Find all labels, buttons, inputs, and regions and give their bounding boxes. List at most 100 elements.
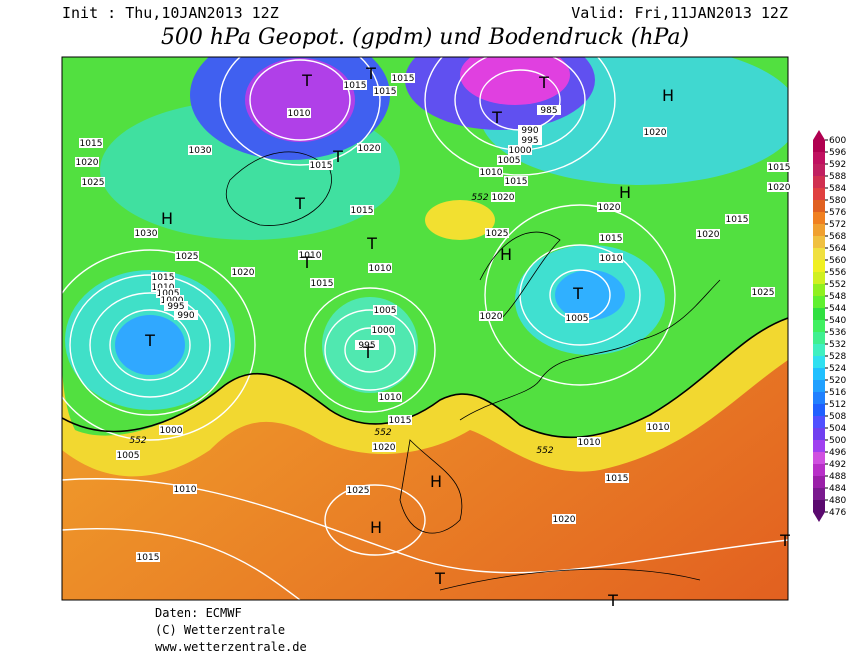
- label-background: [479, 167, 503, 177]
- colorbar-segment: [813, 452, 825, 464]
- label-background: [160, 295, 184, 305]
- colorbar-label: 536: [829, 328, 846, 338]
- label-background: [599, 253, 623, 263]
- isobar-label: 1030: [189, 146, 212, 156]
- isobar-label: 1010: [480, 168, 503, 178]
- label-background: [357, 143, 381, 153]
- label-background: [309, 160, 333, 170]
- label-background: [552, 514, 576, 524]
- label-background: [646, 422, 670, 432]
- colorbar-label: 492: [829, 460, 846, 470]
- isohypse-label: 552: [374, 428, 391, 438]
- isobar-label: 1015: [392, 74, 415, 84]
- isobar-label: 1000: [372, 326, 395, 336]
- label-background: [287, 108, 311, 118]
- colorbar-cap: [813, 130, 825, 140]
- isobar-label: 1015: [80, 139, 103, 149]
- isobar-label: 1020: [492, 193, 515, 203]
- colorbar-label: 592: [829, 160, 846, 170]
- label-background: [378, 392, 402, 402]
- label-background: [75, 157, 99, 167]
- colorbar-label: 568: [829, 232, 846, 242]
- isobar-label: 1020: [232, 268, 255, 278]
- colorbar-label: 508: [829, 412, 846, 422]
- isobar-label: 1020: [697, 230, 720, 240]
- label-background: [605, 473, 629, 483]
- label-background: [372, 442, 396, 452]
- colorbar-segment: [813, 200, 825, 212]
- isobar-label: 1015: [606, 474, 629, 484]
- isobar-label: 995: [167, 302, 184, 312]
- isobar-label: 1010: [288, 109, 311, 119]
- colorbar-segment: [813, 464, 825, 476]
- colorbar-segment: [813, 344, 825, 356]
- label-background: [134, 228, 158, 238]
- colorbar-label: 600: [829, 136, 846, 146]
- pressure-system: T: [779, 531, 790, 550]
- isobar-label: 995: [358, 341, 375, 351]
- colorbar-label: 488: [829, 472, 846, 482]
- colorbar-label: 544: [829, 304, 846, 314]
- label-background: [79, 138, 103, 148]
- label-background: [231, 267, 255, 277]
- label-background: [537, 105, 561, 115]
- label-background: [350, 205, 374, 215]
- isobar-label: 1005: [498, 156, 521, 166]
- label-background: [388, 415, 412, 425]
- colorbar-segment: [813, 428, 825, 440]
- colorbar-label: 540: [829, 316, 846, 326]
- pressure-system: T: [301, 253, 312, 272]
- isobar-label: 1010: [299, 251, 322, 261]
- label-background: [508, 145, 532, 155]
- colorbar-segment: [813, 332, 825, 344]
- colorbar-segment: [813, 404, 825, 416]
- label-background: [346, 485, 370, 495]
- isohypse-label: 552: [536, 446, 553, 456]
- pressure-system: T: [332, 147, 343, 166]
- blue-area: [115, 315, 185, 375]
- map-field: [62, 57, 788, 600]
- isobar-label: 1010: [174, 485, 197, 495]
- label-background: [597, 202, 621, 212]
- label-background: [175, 251, 199, 261]
- colorbar-label: 588: [829, 172, 846, 182]
- colorbar-segment: [813, 380, 825, 392]
- label-background: [174, 310, 198, 320]
- colorbar-segment: [813, 320, 825, 332]
- colorbar-label: 580: [829, 196, 846, 206]
- colorbar-segment: [813, 152, 825, 164]
- isobar-label: 1015: [351, 206, 374, 216]
- pressure-system: T: [607, 591, 618, 610]
- colorbar-label: 512: [829, 400, 846, 410]
- pressure-system: T: [294, 194, 305, 213]
- colorbar-segment: [813, 260, 825, 272]
- label-background: [565, 313, 589, 323]
- pressure-system: T: [365, 64, 376, 83]
- pressure-system: T: [538, 73, 549, 92]
- isobar-label: 1025: [486, 229, 509, 239]
- isobar-label: 1015: [152, 273, 175, 283]
- label-background: [751, 287, 775, 297]
- isobar-label: 1020: [480, 312, 503, 322]
- purple-area: [460, 57, 570, 105]
- isobar-label: 1025: [347, 486, 370, 496]
- colorbar-segment: [813, 212, 825, 224]
- colorbar-label: 516: [829, 388, 846, 398]
- colorbar: 476 480 484 488 492 496 500 504 508 512 516 520 524 5…: [813, 130, 846, 522]
- isobar-label: 1015: [344, 81, 367, 91]
- colorbar-label: 504: [829, 424, 846, 434]
- colorbar-label: 560: [829, 256, 846, 266]
- isobar-label: 1000: [160, 426, 183, 436]
- isobar-label: 1010: [647, 423, 670, 433]
- colorbar-segment: [813, 356, 825, 368]
- copyright: (C) Wetterzentrale: [155, 623, 285, 637]
- isobar-label: 1025: [82, 178, 105, 188]
- isobar-label: 995: [521, 136, 538, 146]
- isobar-label: 990: [521, 126, 538, 136]
- label-background: [159, 425, 183, 435]
- isohypse-label: 552: [471, 193, 488, 203]
- isobar-label: 1020: [358, 144, 381, 154]
- isobar-label: 1015: [768, 163, 791, 173]
- pressure-system: H: [500, 245, 512, 264]
